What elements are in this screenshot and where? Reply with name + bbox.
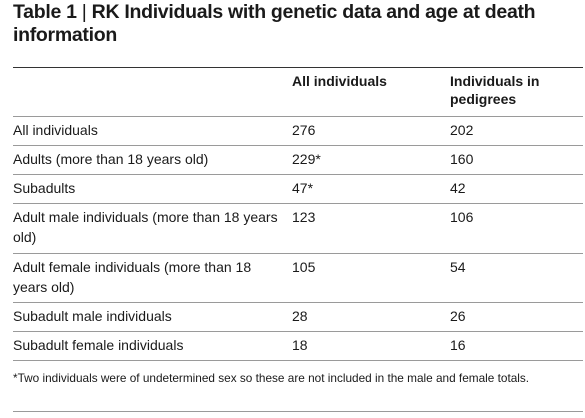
row-all-value: 105 [292,259,316,275]
row-label: Subadult male individuals [13,308,172,324]
row-divider [13,253,583,254]
row-pedigree-value: 202 [450,122,474,138]
row-label: All individuals [13,122,98,138]
row-label: Adult male individuals (more than 18 yea… [13,209,278,245]
row-label: Subadult female individuals [13,337,184,353]
row-all-value: 28 [292,308,308,324]
row-pedigree-value: 16 [450,337,466,353]
row-divider [13,145,583,146]
table-label: Table 1 [13,1,77,23]
table-caption: RK Individuals with genetic data and age… [13,1,536,46]
header-rule [13,116,583,117]
row-all-value: 123 [292,209,316,225]
row-pedigree-value: 42 [450,180,466,196]
row-pedigree-value: 26 [450,308,466,324]
row-divider [13,302,583,303]
table-footnote: *Two individuals were of undetermined se… [13,371,530,385]
bottom-rule [13,411,583,412]
row-label: Adult female individuals (more than 18 y… [13,259,252,295]
row-all-value: 18 [292,337,308,353]
row-label: Adults (more than 18 years old) [13,151,209,167]
row-all-value: 229* [292,151,321,167]
row-all-value: 47* [292,180,314,196]
row-divider [13,203,583,204]
header-individuals-in-pedigrees: Individuals in pedigrees [450,73,540,107]
row-divider [13,174,583,175]
top-rule [13,67,583,68]
title-separator: | [81,1,87,23]
row-all-value: 276 [292,122,316,138]
row-pedigree-value: 54 [450,259,466,275]
row-pedigree-value: 106 [450,209,474,225]
row-label: Subadults [13,180,76,196]
table-figure: Table 1 | RK Individuals with genetic da… [13,0,583,412]
row-divider [13,360,583,361]
row-pedigree-value: 160 [450,151,474,167]
table-title: Table 1 | RK Individuals with genetic da… [13,0,583,47]
row-divider [13,331,583,332]
header-all-individuals: All individuals [292,73,387,89]
